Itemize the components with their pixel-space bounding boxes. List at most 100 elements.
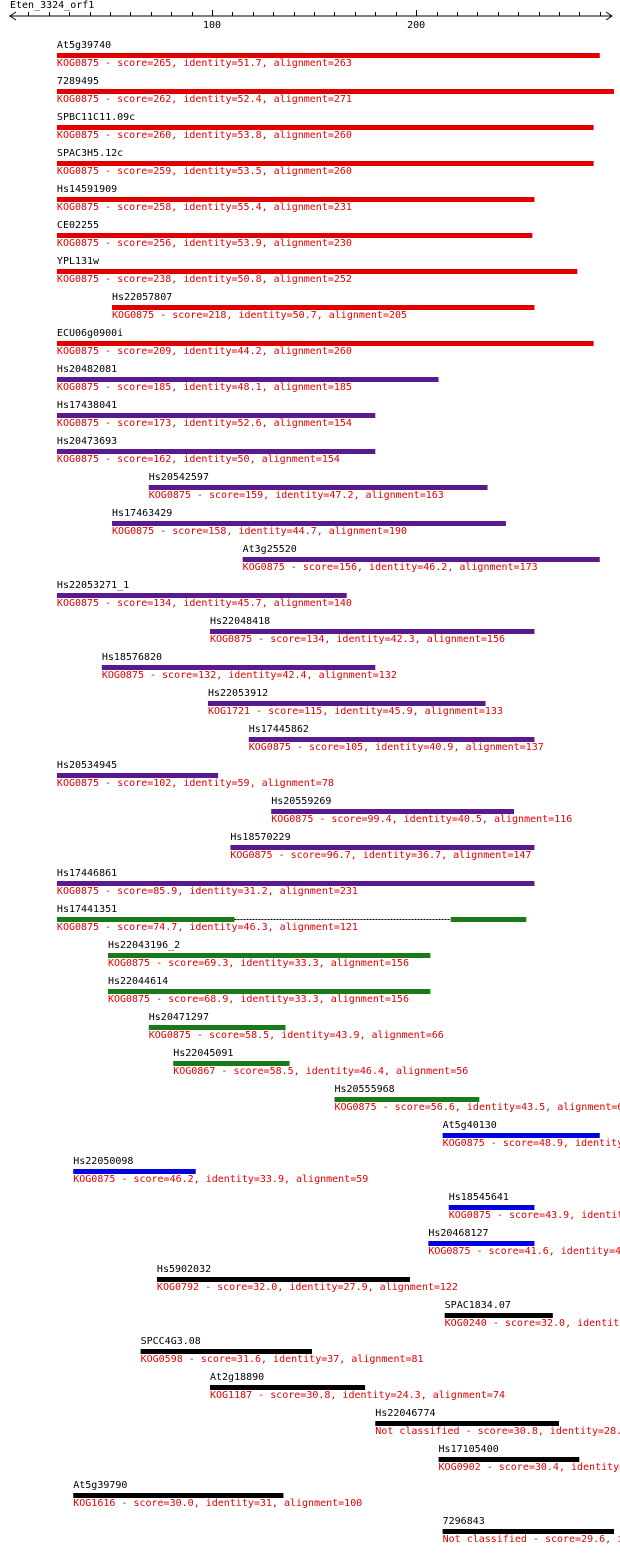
hit-row: Hs22057807 KOG0875 - score=218, identity=…	[0, 292, 620, 328]
hit-name: Hs20482081	[56, 364, 118, 375]
hit-description: KOG0875 - score=262, identity=52.4, alig…	[56, 94, 352, 105]
hit-row: Hs20471297 KOG0875 - score=58.5, identity…	[0, 1012, 620, 1048]
hit-name: Hs20473693	[56, 436, 118, 447]
hit-bar-layer	[56, 341, 594, 346]
hit-bar-layer	[442, 1133, 600, 1138]
hit-name: Hs14591909	[56, 184, 118, 195]
hit-name: At3g25520	[242, 544, 297, 555]
alignment-bar	[173, 1061, 290, 1066]
alignment-bar	[156, 1277, 410, 1282]
hit-bar-layer	[334, 1097, 480, 1102]
hit-name: Hs22053271_1	[56, 580, 130, 591]
hit-description: KOG0875 - score=48.9, identity=3	[442, 1138, 620, 1149]
hit-bar-layer	[56, 377, 439, 382]
alignment-bar	[56, 125, 594, 130]
hit-bar-layer	[148, 1025, 286, 1030]
hit-description: KOG0875 - score=99.4, identity=40.5, ali…	[271, 814, 573, 825]
hit-bar-layer	[156, 1277, 410, 1282]
hit-row: 7289495 KOG0875 - score=262, identity=52.…	[0, 76, 620, 112]
hit-row: CE02255 KOG0875 - score=256, identity=53.…	[0, 220, 620, 256]
hit-name: At5g40130	[442, 1120, 497, 1131]
hit-description: KOG0875 - score=105, identity=40.9, alig…	[248, 742, 544, 753]
hit-description: KOG0875 - score=156, identity=46.2, alig…	[242, 562, 538, 573]
hit-description: KOG0875 - score=43.9, identity=	[448, 1210, 620, 1221]
hit-bar-layer	[209, 1385, 366, 1390]
axis-tick-label: 200	[407, 20, 426, 31]
hit-row: At5g39740 KOG0875 - score=265, identity=5…	[0, 40, 620, 76]
hit-name: Hs22045091	[173, 1048, 234, 1059]
hit-row: SPBC11C11.09c KOG0875 - score=260, identi…	[0, 112, 620, 148]
hit-description: KOG1721 - score=115, identity=45.9, alig…	[207, 706, 503, 717]
alignment-bar	[56, 377, 439, 382]
alignment-bar	[209, 1385, 366, 1390]
hit-bar-layer	[448, 1205, 535, 1210]
hit-bar-layer	[73, 1169, 196, 1174]
hit-bar-layer	[444, 1313, 553, 1318]
hit-row: ECU06g0900i KOG0875 - score=209, identity…	[0, 328, 620, 364]
hit-name: Hs20542597	[148, 472, 209, 483]
hit-row: Hs22046774 Not classified - score=30.8, i…	[0, 1408, 620, 1444]
hit-bar-layer	[242, 557, 600, 562]
alignment-bar	[442, 1529, 615, 1534]
hit-row: At5g39790 KOG1616 - score=30.0, identity=…	[0, 1480, 620, 1516]
hit-bar-layer	[101, 665, 376, 670]
hit-description: KOG0875 - score=238, identity=50.8, alig…	[56, 274, 352, 285]
hit-row: Hs20534945 KOG0875 - score=102, identity=…	[0, 760, 620, 796]
hit-row: Hs20473693 KOG0875 - score=162, identity=…	[0, 436, 620, 472]
alignment-bar	[428, 1241, 535, 1246]
alignment-bar	[73, 1493, 284, 1498]
alignment-bar	[56, 269, 578, 274]
hit-description: KOG1187 - score=30.8, identity=24.3, ali…	[209, 1390, 505, 1401]
hit-name: Hs22053912	[207, 688, 269, 699]
hit-description: KOG0240 - score=32.0, identity	[444, 1318, 620, 1329]
hit-name: CE02255	[56, 220, 100, 231]
hit-name: Hs20534945	[56, 760, 118, 771]
hit-description: KOG0875 - score=258, identity=55.4, alig…	[56, 202, 352, 213]
hit-name: ECU06g0900i	[56, 328, 124, 339]
hit-row: Hs20542597 KOG0875 - score=159, identity=…	[0, 472, 620, 508]
alignment-bar	[112, 305, 535, 310]
hit-bar-layer	[56, 269, 578, 274]
hit-description: KOG0792 - score=32.0, identity=27.9, ali…	[156, 1282, 458, 1293]
alignment-bar	[248, 737, 535, 742]
hit-description: KOG0875 - score=260, identity=53.8, alig…	[56, 130, 352, 141]
hit-name: SPAC3H5.12c	[56, 148, 124, 159]
hit-bar-layer	[148, 485, 488, 490]
hit-description: KOG0875 - score=162, identity=50, alignm…	[56, 454, 340, 465]
hit-description: KOG0875 - score=69.3, identity=33.3, ali…	[107, 958, 409, 969]
hit-row: SPCC4G3.08 KOG0598 - score=31.6, identity…	[0, 1336, 620, 1372]
hit-row: Hs17105400 KOG0902 - score=30.4, identity…	[0, 1444, 620, 1480]
hit-description: KOG0875 - score=74.7, identity=46.3, ali…	[56, 922, 358, 933]
hit-name: YPL131w	[56, 256, 100, 267]
hit-row: Hs20468127 KOG0875 - score=41.6, identity…	[0, 1228, 620, 1264]
alignment-bar	[107, 953, 431, 958]
hit-row: Hs22045091 KOG0867 - score=58.5, identity…	[0, 1048, 620, 1084]
query-axis	[9, 10, 613, 21]
hit-name: At5g39740	[56, 40, 112, 51]
hit-bar-layer	[140, 1349, 313, 1354]
hit-bar-layer	[56, 413, 376, 418]
hit-description: KOG0875 - score=134, identity=45.7, alig…	[56, 598, 352, 609]
hit-name: Hs18576820	[101, 652, 163, 663]
alignment-bar	[56, 593, 347, 598]
hit-row: Hs17446861 KOG0875 - score=85.9, identity…	[0, 868, 620, 904]
hit-bar-layer	[207, 701, 486, 706]
hit-row: Hs17441351 KOG0875 - score=74.7, identity…	[0, 904, 620, 940]
hit-name: Hs18570229	[230, 832, 291, 843]
hit-row: Hs18576820 KOG0875 - score=132, identity=…	[0, 652, 620, 688]
hit-bar-layer	[56, 125, 594, 130]
hit-bar-layer	[428, 1241, 535, 1246]
hit-row: YPL131w KOG0875 - score=238, identity=50.…	[0, 256, 620, 292]
hit-row: Hs22048418 KOG0875 - score=134, identity=…	[0, 616, 620, 652]
hit-bar-layer	[56, 917, 527, 922]
hit-bar-layer	[56, 161, 594, 166]
hit-bar-layer	[230, 845, 535, 850]
hit-row: Hs22050098 KOG0875 - score=46.2, identity…	[0, 1156, 620, 1192]
hit-name: Hs22050098	[73, 1156, 134, 1167]
hit-name: SPAC1834.07	[444, 1300, 511, 1311]
hit-bar-layer	[56, 89, 615, 94]
hit-name: Hs20471297	[148, 1012, 209, 1023]
alignment-bar	[148, 1025, 286, 1030]
alignment-bar	[375, 1421, 559, 1426]
